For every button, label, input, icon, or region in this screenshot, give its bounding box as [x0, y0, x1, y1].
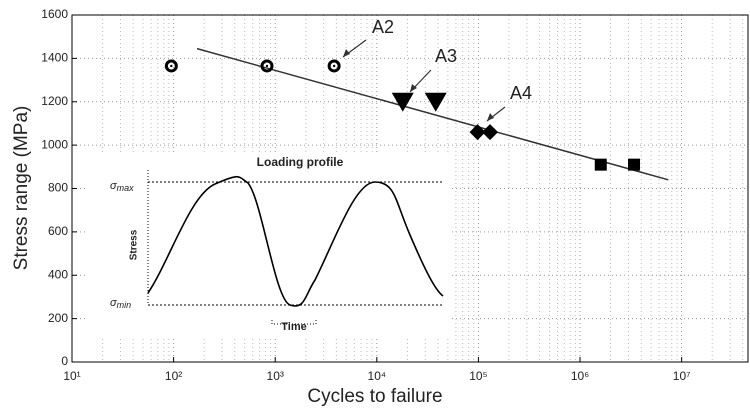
sigma-max-label: σmax: [110, 180, 134, 193]
arrow-head: [487, 113, 494, 121]
x-tick-label: 10⁵: [469, 369, 487, 383]
ring-marker: [260, 59, 274, 73]
subscript: min: [117, 300, 132, 310]
y-tick-label: 0: [61, 354, 68, 368]
y-tick-label: 800: [48, 181, 68, 195]
inset-x-label: Time: [281, 321, 306, 333]
arrow-head: [343, 49, 350, 57]
ring-marker: [164, 59, 178, 73]
y-tick-label: 600: [48, 224, 68, 238]
y-tick-label: 1600: [41, 7, 68, 21]
dot: [332, 64, 336, 68]
ring: [260, 59, 274, 73]
annotation: A4: [510, 83, 532, 103]
annotation: A2: [372, 17, 394, 37]
x-tick-label: 10⁶: [571, 369, 589, 383]
x-axis-label: Cycles to failure: [307, 386, 442, 407]
y-tick-label: 1200: [41, 94, 68, 108]
y-tick-label: 1000: [41, 137, 68, 151]
diamond-marker: [481, 124, 498, 141]
annotations: A2 A3 A4: [342, 17, 532, 122]
square-marker: [628, 158, 641, 171]
y-tick-label: 1400: [41, 51, 68, 65]
sigma: σ: [110, 180, 117, 192]
marks: [164, 47, 669, 181]
x-tick-label: 10²: [165, 369, 182, 383]
arrow-head: [410, 84, 417, 92]
inset-y-label: Stress: [129, 229, 140, 260]
y-tick-label: 200: [48, 311, 68, 325]
fit-line: [196, 47, 669, 181]
x-tick-label: 10¹: [63, 369, 80, 383]
diamond-marker: [469, 124, 486, 141]
loading-curve: [147, 175, 444, 307]
x-tick-label: 10³: [267, 369, 284, 383]
inset-background: [88, 152, 450, 338]
ring: [164, 59, 178, 73]
inset: Loading profile σmax σmin Stress Time: [88, 152, 450, 338]
subscript: max: [117, 183, 135, 193]
x-tick-label: 10⁷: [673, 369, 691, 383]
triangle-marker: [391, 92, 414, 112]
x-tick-label: 10⁴: [368, 369, 387, 383]
ring: [327, 59, 341, 73]
y-tick-label: 400: [48, 267, 68, 281]
sigma-min-label: σmin: [110, 297, 131, 310]
y-axis-label: Stress range (MPa): [11, 106, 32, 271]
dot: [265, 64, 269, 68]
inset-title: Loading profile: [257, 155, 344, 169]
triangle-marker: [424, 92, 447, 112]
annotation: A3: [435, 46, 457, 66]
dot: [170, 64, 173, 68]
sigma: σ: [110, 297, 117, 309]
square-marker: [594, 158, 607, 171]
ring-marker: [327, 59, 341, 73]
